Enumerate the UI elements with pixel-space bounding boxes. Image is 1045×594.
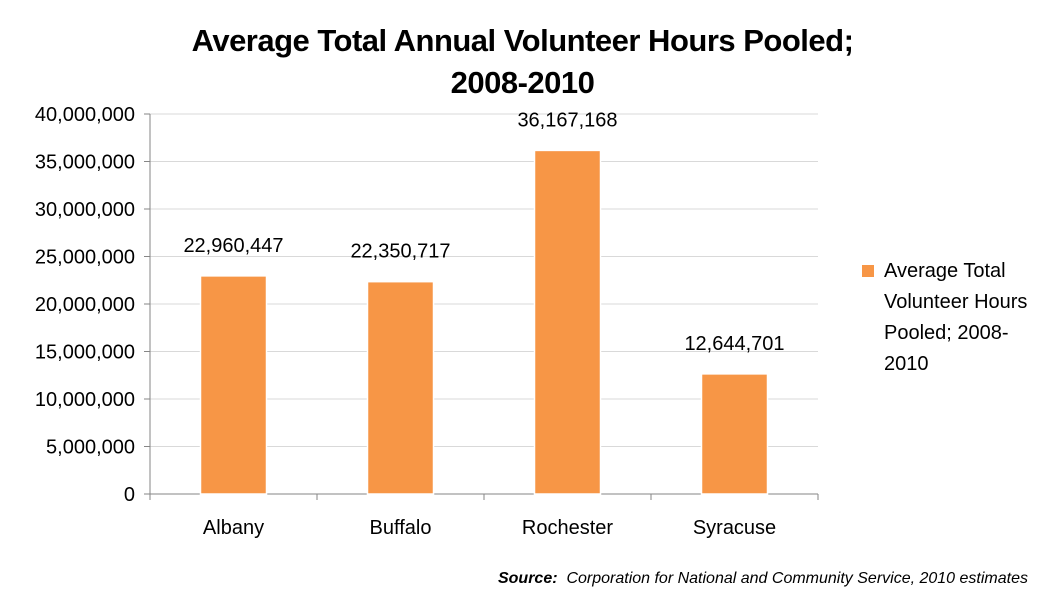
bar [366,280,435,495]
source-text: Corporation for National and Community S… [566,570,1028,587]
source-note: Source: Corporation for National and Com… [498,570,1028,588]
bar [700,373,769,495]
x-tick-label: Albany [203,517,264,539]
y-tick-label: 25,000,000 [35,247,135,269]
data-label: 22,350,717 [350,241,450,263]
data-label: 12,644,701 [684,333,784,355]
source-label: Source: [497,570,558,587]
legend-swatch [862,265,874,277]
y-tick-label: 5,000,000 [46,437,135,459]
y-tick-label: 30,000,000 [35,199,135,221]
data-label: 36,167,168 [517,109,617,131]
bar [533,149,602,495]
x-tick-label: Rochester [522,517,613,539]
y-tick-label: 35,000,000 [35,152,135,174]
y-tick-label: 20,000,000 [35,294,135,316]
legend-label: Average Total Volunteer Hours Pooled; 20… [884,260,1028,375]
y-tick-label: 40,000,000 [35,104,135,126]
y-tick-label: 10,000,000 [35,389,135,411]
data-label: 22,960,447 [183,235,283,257]
y-tick-label: 0 [124,484,135,506]
x-tick-label: Buffalo [370,517,432,539]
x-tick-label: Syracuse [693,517,776,539]
chart-title: Average Total Annual Volunteer Hours Poo… [0,20,1045,104]
chart-title-line-2: 2008-2010 [450,65,595,100]
bar [199,275,268,495]
chart-title-line-1: Average Total Annual Volunteer Hours Poo… [191,23,854,58]
y-tick-label: 15,000,000 [35,342,135,364]
